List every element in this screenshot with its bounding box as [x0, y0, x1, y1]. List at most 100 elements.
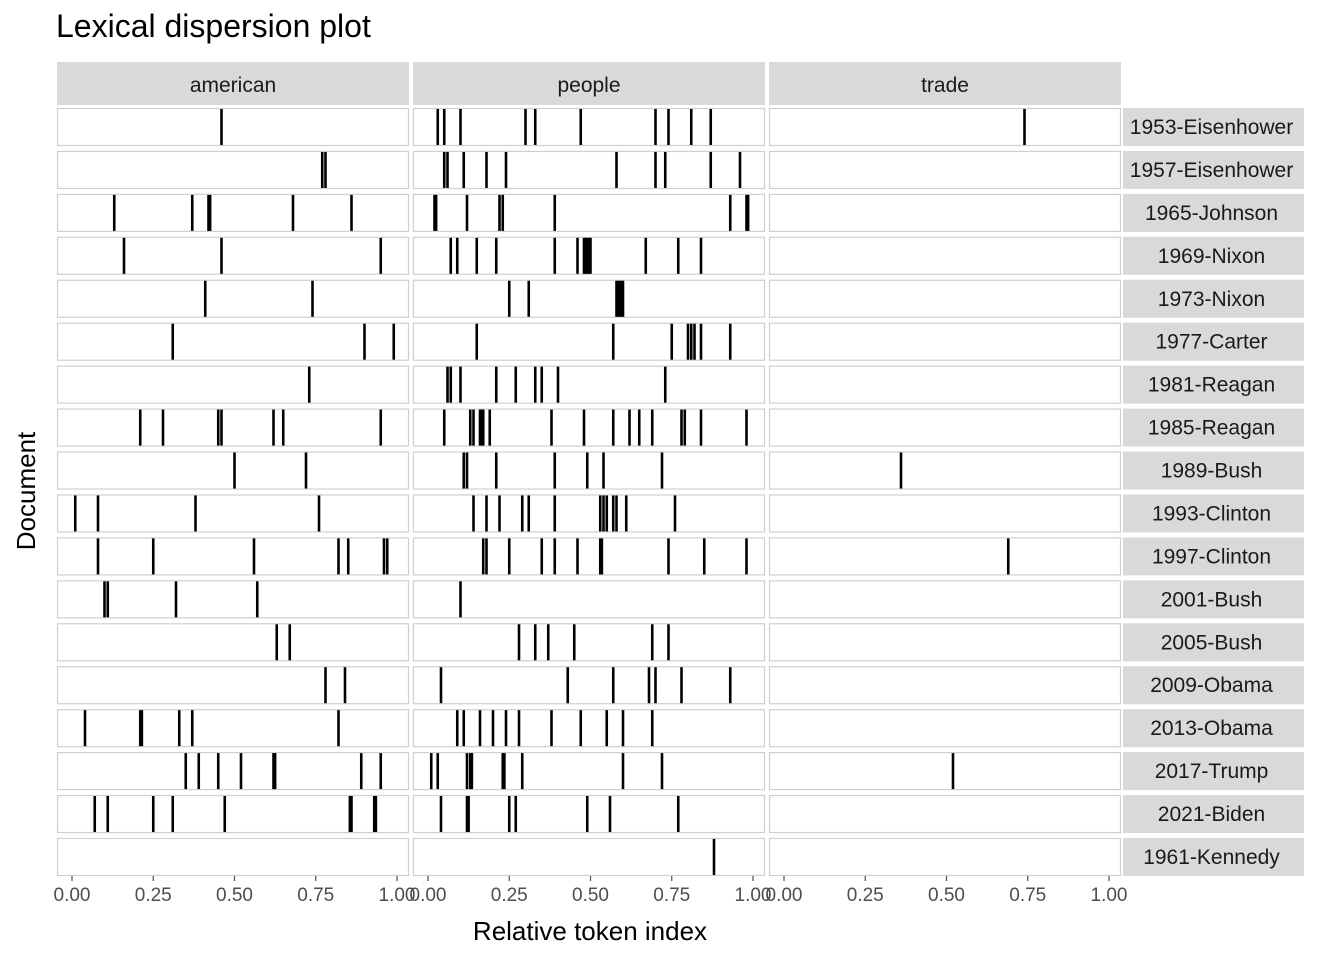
strip-label-trade: trade: [921, 74, 969, 97]
strip-trade: [769, 62, 1121, 105]
panel-people-1965-johnson: [412, 193, 766, 232]
row-strip-1957-eisenhower: [1123, 150, 1304, 189]
panel-people-1989-bush: [412, 451, 766, 490]
panel-trade-1989-bush: [768, 451, 1122, 490]
panel-trade-1973-nixon: [768, 279, 1122, 318]
row-strip-1965-johnson: [1123, 193, 1304, 232]
row-label-1985-reagan: 1985-Reagan: [1148, 417, 1275, 440]
row-label-2013-obama: 2013-Obama: [1150, 717, 1273, 740]
panel-trade-1977-carter: [768, 322, 1122, 361]
row-label-1989-bush: 1989-Bush: [1161, 460, 1263, 483]
row-label-1997-clinton: 1997-Clinton: [1152, 545, 1271, 568]
row-label-1969-nixon: 1969-Nixon: [1158, 245, 1265, 268]
row-label-1981-reagan: 1981-Reagan: [1148, 374, 1275, 397]
row-label-1961-kennedy: 1961-Kennedy: [1143, 846, 1280, 869]
row-label-2005-bush: 2005-Bush: [1161, 631, 1263, 654]
panel-people-1981-reagan: [412, 365, 766, 404]
x-tick-label-trade-4: 1.00: [1091, 885, 1128, 906]
strip-people: [413, 62, 765, 105]
row-strip-1993-clinton: [1123, 494, 1304, 533]
panel-trade-2009-obama: [768, 666, 1122, 705]
panel-people-1985-reagan: [412, 408, 766, 447]
panel-people-2021-biden: [412, 794, 766, 834]
strip-american: [57, 62, 409, 105]
facet-column-strips: american people trade: [57, 62, 1121, 105]
x-tick-label-people-3: 0.75: [653, 885, 690, 906]
x-tick-label-people-0: 0.00: [410, 885, 447, 906]
panel-trade-1993-clinton: [768, 494, 1122, 533]
strip-label-american: american: [190, 74, 276, 97]
panel-american-2021-biden: [56, 794, 410, 834]
y-axis-title: Document: [11, 431, 41, 550]
row-strip-2009-obama: [1123, 666, 1304, 705]
x-tick-label-trade-3: 0.75: [1009, 885, 1046, 906]
panel-people-1973-nixon: [412, 279, 766, 318]
row-strip-2013-obama: [1123, 709, 1304, 748]
row-strip-2001-bush: [1123, 580, 1304, 619]
panel-american-1985-reagan: [56, 408, 410, 447]
panel-american-2005-bush: [56, 623, 410, 662]
panel-trade-1965-johnson: [768, 193, 1122, 232]
row-label-2021-biden: 2021-Biden: [1158, 803, 1265, 826]
panel-people-1977-carter: [412, 322, 766, 361]
panel-people-2013-obama: [412, 709, 766, 748]
panel-american-1989-bush: [56, 451, 410, 490]
panel-american-2001-bush: [56, 580, 410, 619]
row-label-2009-obama: 2009-Obama: [1150, 674, 1273, 697]
x-tick-label-american-4: 1.00: [379, 885, 416, 906]
row-strip-1953-eisenhower: [1123, 108, 1304, 146]
panel-trade-1961-kennedy: [768, 837, 1122, 877]
row-strip-1981-reagan: [1123, 365, 1304, 404]
dispersion-marks: [73, 109, 1026, 875]
panel-trade-2001-bush: [768, 580, 1122, 619]
row-strip-2021-biden: [1123, 795, 1304, 834]
x-axis-title: Relative token index: [473, 916, 707, 946]
panel-american-1993-clinton: [56, 494, 410, 533]
x-tick-label-people-1: 0.25: [491, 885, 528, 906]
row-label-2017-trump: 2017-Trump: [1155, 760, 1269, 783]
row-label-1977-carter: 1977-Carter: [1155, 331, 1267, 354]
panel-american-1981-reagan: [56, 365, 410, 404]
panel-people-1957-eisenhower: [412, 150, 766, 190]
panel-trade-2013-obama: [768, 709, 1122, 748]
panel-people-2005-bush: [412, 623, 766, 662]
row-label-1953-eisenhower: 1953-Eisenhower: [1130, 116, 1293, 139]
panel-people-2009-obama: [412, 666, 766, 705]
panel-american-2017-trump: [56, 751, 410, 791]
panel-trade-1953-eisenhower: [768, 107, 1122, 147]
panel-american-1965-johnson: [56, 193, 410, 232]
panel-american-1953-eisenhower: [56, 107, 410, 147]
row-strip-1973-nixon: [1123, 279, 1304, 318]
x-tick-label-american-3: 0.75: [297, 885, 334, 906]
panel-people-1997-clinton: [412, 537, 766, 576]
row-label-1973-nixon: 1973-Nixon: [1158, 288, 1265, 311]
panel-people-2001-bush: [412, 580, 766, 619]
x-tick-label-people-2: 0.50: [572, 885, 609, 906]
facet-row-strips: 1953-Eisenhower 1957-Eisenhower 1965-Johns…: [1123, 108, 1304, 876]
row-strip-1985-reagan: [1123, 408, 1304, 447]
panel-trade-2021-biden: [768, 794, 1122, 834]
panel-american-1973-nixon: [56, 279, 410, 318]
panel-american-1969-nixon: [56, 236, 410, 275]
panel-american-1957-eisenhower: [56, 150, 410, 190]
panel-people-1993-clinton: [412, 494, 766, 533]
x-tick-label-american-1: 0.25: [135, 885, 172, 906]
x-tick-label-trade-0: 0.00: [766, 885, 803, 906]
panel-people-1953-eisenhower: [412, 107, 766, 147]
x-tick-label-people-4: 1.00: [735, 885, 772, 906]
panel-trade-1957-eisenhower: [768, 150, 1122, 190]
panel-people-1961-kennedy: [412, 837, 766, 877]
row-strip-1969-nixon: [1123, 236, 1304, 275]
row-label-1993-clinton: 1993-Clinton: [1152, 502, 1271, 525]
x-tick-label-american-0: 0.00: [54, 885, 91, 906]
x-tick-label-trade-1: 0.25: [847, 885, 884, 906]
row-strip-1989-bush: [1123, 451, 1304, 490]
chart-title: Lexical dispersion plot: [56, 8, 371, 44]
panel-trade-2017-trump: [768, 751, 1122, 791]
x-tick-label-trade-2: 0.50: [928, 885, 965, 906]
panel-american-1961-kennedy: [56, 837, 410, 877]
row-strip-1997-clinton: [1123, 537, 1304, 576]
row-label-2001-bush: 2001-Bush: [1161, 588, 1263, 611]
row-strip-2017-trump: [1123, 752, 1304, 791]
